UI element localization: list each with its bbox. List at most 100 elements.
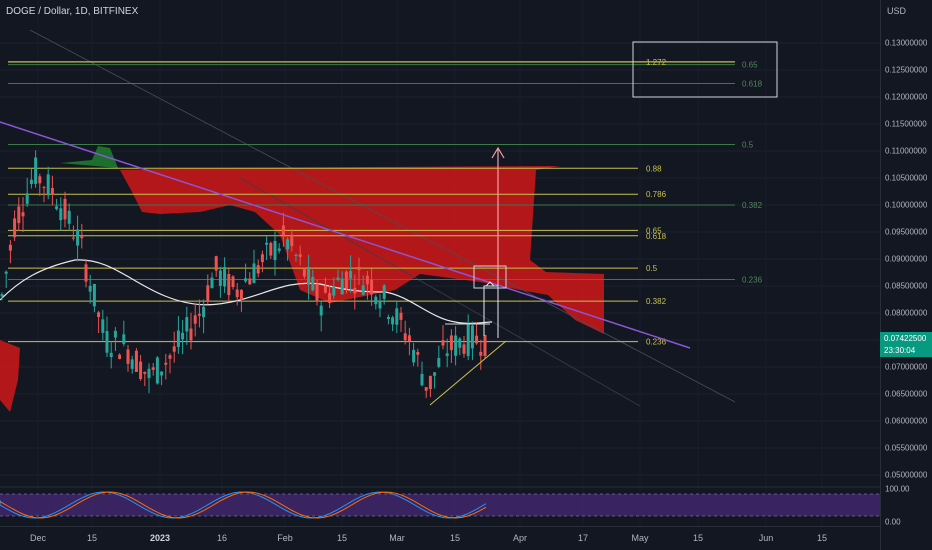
candle-body xyxy=(370,279,374,295)
candle-body xyxy=(50,188,54,195)
candle-body xyxy=(382,285,386,299)
candle-body xyxy=(260,254,264,263)
fib-level-label: 0.65 xyxy=(646,226,662,235)
candle-body xyxy=(302,269,306,277)
time-tick-label: May xyxy=(631,533,649,543)
candle-body xyxy=(462,344,466,354)
candle-body xyxy=(441,340,445,346)
current-price-badge: 0.07422500 23:30:04 xyxy=(880,332,932,358)
bar-countdown: 23:30:04 xyxy=(884,346,916,356)
candle-body xyxy=(8,244,12,251)
candle-body xyxy=(147,368,151,379)
candle-body xyxy=(134,350,138,372)
candle-body xyxy=(403,333,407,341)
candle-body xyxy=(323,286,327,293)
candle-body xyxy=(46,174,50,196)
time-tick-label: 15 xyxy=(449,533,461,543)
support-trendline xyxy=(429,340,507,406)
stoch-rsi-d-line xyxy=(0,491,487,519)
time-tick-label: Apr xyxy=(512,533,528,543)
candle-body xyxy=(399,312,403,320)
candle-body xyxy=(92,283,96,307)
fib-level-label-faded: 0.618 xyxy=(742,80,763,89)
candle-body xyxy=(227,274,231,296)
time-tick-label: Jun xyxy=(758,533,774,543)
candle-body xyxy=(424,387,428,391)
main-trendline xyxy=(0,121,691,349)
candle-body xyxy=(172,346,176,352)
candle-body xyxy=(122,334,126,344)
currency-label[interactable]: USD xyxy=(887,6,907,16)
time-tick-label: 2023 xyxy=(149,533,171,543)
candle-body xyxy=(357,266,361,271)
candle-body xyxy=(416,351,420,355)
price-axis[interactable]: USD 0.13000000 0.12500000 0.12000000 0.1150… xyxy=(880,0,932,550)
candle-body xyxy=(59,208,63,221)
fib-level-label: 0.5 xyxy=(646,264,658,273)
symbol-title[interactable]: DOGE / Dollar, 1D, BITFINEX xyxy=(6,6,139,17)
candle-body xyxy=(55,206,59,210)
candle-body xyxy=(42,187,46,189)
breakout-zone-box xyxy=(473,265,507,289)
candle-body xyxy=(210,277,214,289)
fib-level-label: 0.786 xyxy=(646,190,667,199)
candle-body xyxy=(315,283,319,302)
candle-body xyxy=(437,358,441,367)
candle-body xyxy=(340,278,344,295)
candle-body xyxy=(13,218,17,238)
time-tick-label: 15 xyxy=(816,533,828,543)
price-tick-label: 0.09000000 xyxy=(885,254,928,264)
price-tick-label: 0.13000000 xyxy=(885,38,928,48)
candle-body xyxy=(71,237,75,239)
candle-body xyxy=(269,242,273,256)
candle-body xyxy=(197,313,201,316)
price-tick-label: 0.06000000 xyxy=(885,416,928,426)
price-tick-label: 0.05000000 xyxy=(885,470,928,480)
candle-body xyxy=(307,266,311,285)
projection-arrowhead xyxy=(491,146,505,159)
candle-body xyxy=(412,349,416,363)
candle-body xyxy=(38,176,42,184)
fib-level-label: 0.88 xyxy=(646,164,662,173)
candle-body xyxy=(76,229,80,246)
candle-body xyxy=(277,248,281,251)
candle-body xyxy=(475,335,479,344)
candle-body xyxy=(483,334,487,356)
candle-body xyxy=(298,254,302,257)
candle-body xyxy=(84,264,88,282)
candle-body xyxy=(193,315,197,324)
candle-body xyxy=(126,349,130,364)
candle-body xyxy=(101,319,105,333)
breakout-measure xyxy=(483,285,499,338)
price-tick-label: 0.06500000 xyxy=(885,389,928,399)
candle-body xyxy=(29,179,33,184)
candle-body xyxy=(353,288,357,294)
ichimoku-cloud-bullish xyxy=(60,146,118,168)
candle-body xyxy=(248,278,252,285)
time-axis[interactable]: Dec 15 2023 16 Feb 15 Mar 15 Apr 17 May 15 Jun 15 xyxy=(0,526,880,550)
candle-body xyxy=(21,212,25,217)
candle-body xyxy=(365,275,369,285)
stoch-rsi-k-line xyxy=(0,491,487,519)
candle-body xyxy=(4,271,8,274)
candle-body xyxy=(420,373,424,386)
candle-body xyxy=(336,277,340,280)
moving-average-line xyxy=(0,259,493,324)
price-tick-label: 0.09500000 xyxy=(885,227,928,237)
candle-body xyxy=(407,335,411,342)
candle-body xyxy=(118,354,122,359)
price-tick-label: 0.10500000 xyxy=(885,173,928,183)
candle-body xyxy=(449,335,453,351)
candle-body xyxy=(67,210,71,224)
candle-body xyxy=(176,330,180,348)
price-tick-label: 0.12000000 xyxy=(885,92,928,102)
candle-body xyxy=(189,328,193,341)
oscillator-tick-label: 100.00 xyxy=(885,484,910,494)
ichimoku-cloud-bearish xyxy=(120,166,604,334)
candle-body xyxy=(252,263,256,283)
candle-body xyxy=(80,235,84,239)
price-tick-label: 0.07000000 xyxy=(885,362,928,372)
candle-body xyxy=(143,371,147,374)
price-chart-pane[interactable]: 0.880.7860.650.6180.50.3820.2360.650.618… xyxy=(0,0,880,526)
